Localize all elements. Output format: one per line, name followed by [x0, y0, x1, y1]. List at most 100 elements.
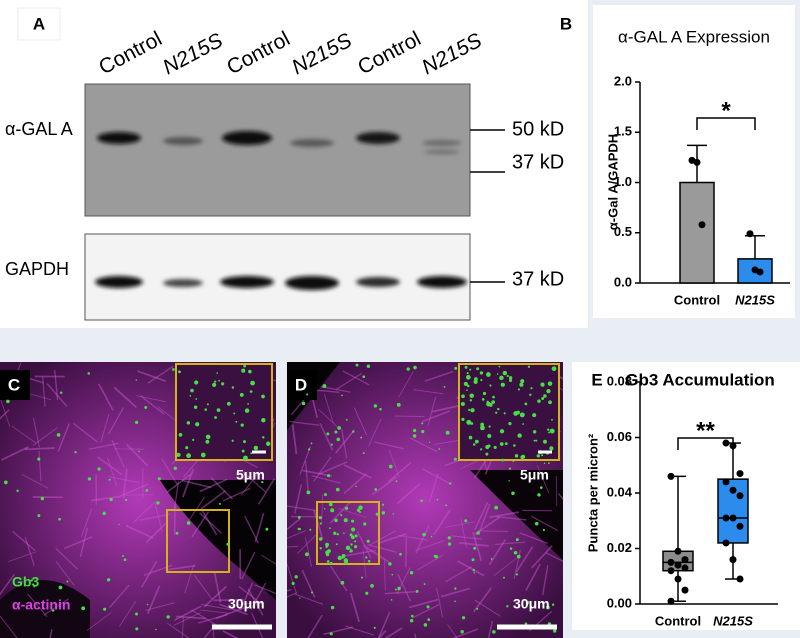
data-point [674, 561, 682, 569]
fiber [193, 574, 213, 600]
punctum [395, 588, 397, 591]
punctum [520, 379, 525, 384]
punctum [322, 384, 327, 388]
punctum [249, 390, 253, 393]
fiber [384, 591, 415, 595]
punctum [243, 440, 246, 444]
data-point [693, 158, 701, 166]
punctum [468, 408, 471, 412]
punctum [517, 388, 521, 391]
punctum [261, 480, 264, 484]
fiber [215, 606, 245, 620]
fiber [525, 563, 541, 591]
fiber [219, 603, 248, 616]
punctum [233, 412, 236, 415]
fiber [120, 483, 149, 497]
punctum [500, 382, 505, 387]
fiber [181, 617, 184, 638]
punctum [447, 536, 451, 540]
punctum [436, 498, 439, 501]
punctum [508, 480, 510, 482]
punctum [355, 485, 357, 488]
punctum [525, 600, 530, 605]
fiber [126, 443, 149, 467]
punctum [6, 399, 10, 404]
fiber [299, 446, 312, 475]
punctum [422, 532, 426, 537]
punctum [543, 394, 547, 398]
punctum [476, 531, 480, 535]
punctum [309, 528, 312, 531]
punctum [474, 439, 479, 444]
fiber [472, 531, 482, 562]
fiber [493, 557, 518, 577]
fiber [200, 490, 226, 510]
punctum [40, 496, 45, 501]
punctum [412, 428, 417, 433]
punctum [535, 439, 538, 442]
fiber [243, 471, 267, 493]
fiber [146, 585, 161, 615]
fiber [250, 582, 267, 610]
punctum [546, 388, 551, 394]
punctum [244, 472, 247, 476]
fiber [311, 475, 341, 484]
punctum [508, 376, 513, 380]
fiber [451, 535, 482, 540]
fiber [457, 560, 485, 577]
punctum [172, 368, 175, 371]
fiber [349, 592, 360, 622]
fiber [182, 468, 195, 498]
punctum [489, 384, 492, 387]
fiber [323, 394, 334, 424]
fiber [335, 372, 362, 391]
y-tick-label: 1.0 [614, 174, 632, 189]
punctum [493, 445, 497, 449]
fiber [436, 587, 444, 618]
punctum [541, 397, 545, 400]
punctum [485, 452, 489, 456]
punctum [344, 506, 349, 510]
punctum [486, 401, 491, 407]
punctum [103, 607, 107, 611]
fiber [536, 465, 550, 494]
punctum [185, 446, 189, 450]
fiber [254, 512, 265, 543]
scale-label: 30μm [228, 596, 265, 612]
punctum [326, 474, 331, 478]
punctum [374, 488, 378, 491]
punctum [519, 382, 524, 387]
data-point [681, 564, 689, 572]
fiber [287, 564, 297, 593]
fiber [199, 512, 223, 534]
fiber [91, 495, 122, 502]
punctum [511, 491, 515, 495]
punctum [513, 444, 516, 447]
punctum [336, 437, 340, 442]
punctum [330, 508, 335, 513]
punctum [464, 519, 468, 523]
fiber [489, 511, 519, 519]
punctum [547, 462, 550, 465]
punctum [430, 535, 433, 538]
punctum [66, 580, 69, 583]
panel-label: B [560, 14, 572, 33]
punctum [205, 434, 211, 440]
fiber [0, 615, 18, 638]
fiber [213, 572, 222, 603]
scale-label: 30μm [513, 596, 550, 612]
punctum [551, 603, 555, 606]
punctum [87, 372, 91, 375]
punctum [190, 388, 194, 393]
x-tick-label: N215S [735, 292, 775, 307]
punctum [497, 407, 500, 411]
punctum [135, 379, 138, 381]
stain-label: α-actinin [12, 597, 70, 613]
fiber [515, 546, 534, 573]
punctum [337, 555, 342, 561]
fiber [108, 407, 124, 435]
panel-e [572, 362, 800, 630]
punctum [37, 457, 41, 461]
punctum [443, 385, 446, 388]
